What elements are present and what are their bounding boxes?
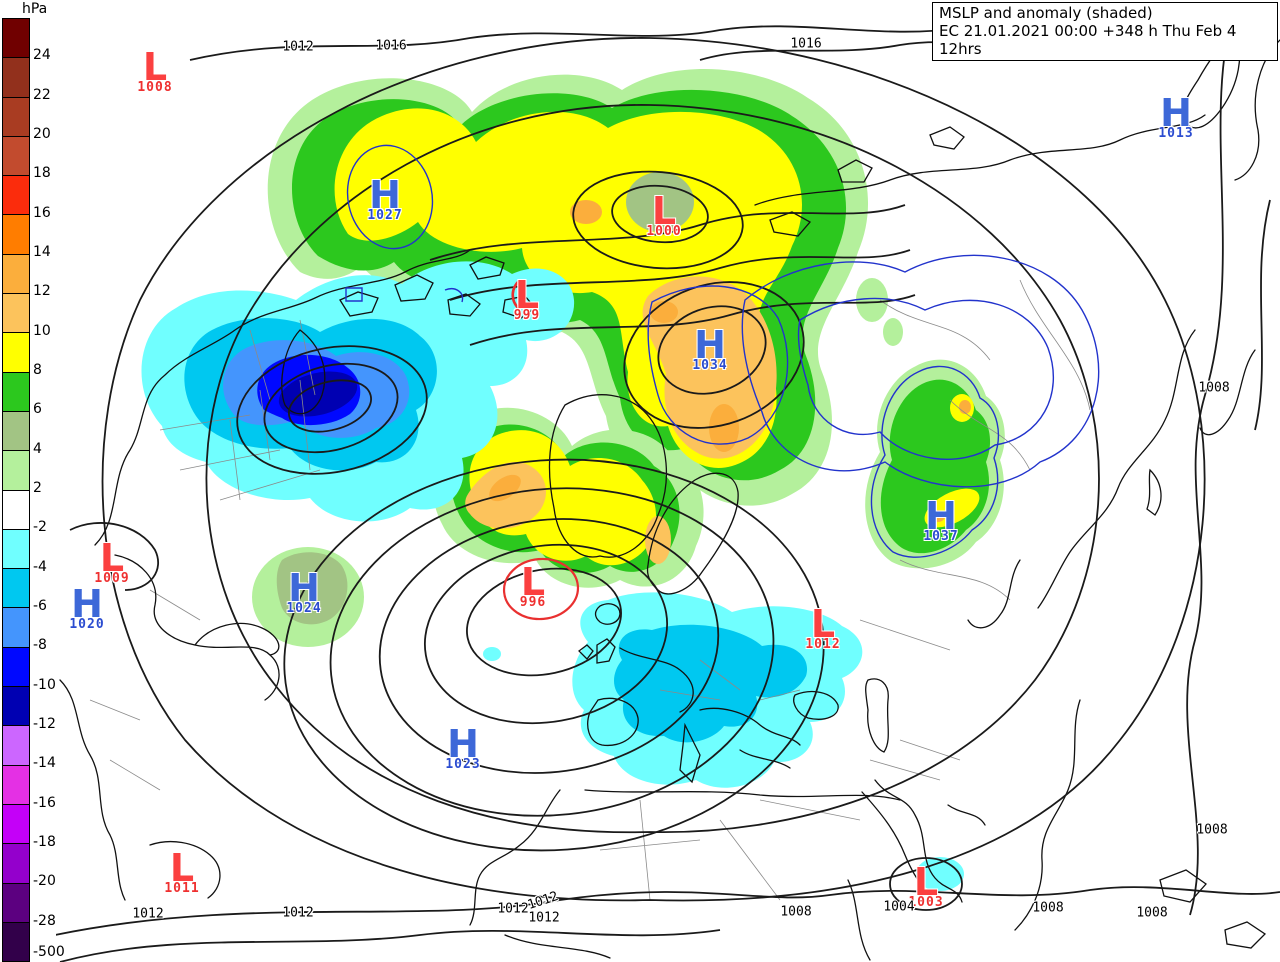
colorbar-tick-label: -20 bbox=[33, 873, 56, 890]
colorbar-tick-label: -6 bbox=[33, 598, 47, 615]
colorbar-tick-label: 14 bbox=[33, 244, 51, 261]
colorbar-swatch bbox=[3, 136, 29, 177]
colorbar-swatch bbox=[3, 647, 29, 688]
colorbar-tick-label: -10 bbox=[33, 676, 56, 693]
colorbar-swatch bbox=[3, 569, 29, 609]
colorbar-tick-label: -500 bbox=[33, 944, 65, 961]
colorbar-swatch bbox=[3, 97, 29, 137]
colorbar-swatch bbox=[3, 333, 29, 373]
colorbar-tick-label: -16 bbox=[33, 794, 56, 811]
colorbar-tick-label: 4 bbox=[33, 440, 42, 457]
colorbar-swatch bbox=[3, 529, 29, 570]
isobar-contours-black bbox=[54, 4, 1280, 962]
colorbar-tick-label: -18 bbox=[33, 834, 56, 851]
isobar-contour-red bbox=[502, 279, 580, 621]
colorbar-swatch bbox=[3, 254, 29, 295]
colorbar-tick-label: 22 bbox=[33, 86, 51, 103]
colorbar-swatch bbox=[3, 215, 29, 255]
colorbar-tick-label: 12 bbox=[33, 283, 51, 300]
colorbar-swatch bbox=[3, 176, 29, 216]
colorbar-swatch bbox=[3, 451, 29, 491]
colorbar-tick-label: 20 bbox=[33, 126, 51, 143]
colorbar-blocks bbox=[2, 18, 30, 962]
colorbar-tick-label: -28 bbox=[33, 912, 56, 929]
colorbar-swatch bbox=[3, 844, 29, 884]
colorbar-swatch bbox=[3, 765, 29, 805]
colorbar-tick-label: 24 bbox=[33, 47, 51, 64]
colorbar-tick-label: 2 bbox=[33, 480, 42, 497]
title-box: MSLP and anomaly (shaded) EC 21.01.2021 … bbox=[932, 2, 1278, 61]
colorbar-swatch bbox=[3, 411, 29, 452]
colorbar-swatch bbox=[3, 294, 29, 334]
country-borders bbox=[89, 279, 1091, 901]
colorbar: hPa 24 22 20 18 16 14 12 10 8 6 4 2 -2 -4 -6 -8 -10 -12 -1… bbox=[2, 0, 65, 962]
colorbar-tick-label: -2 bbox=[33, 519, 47, 536]
colorbar-unit-label: hPa bbox=[22, 1, 48, 17]
colorbar-tick-label: -8 bbox=[33, 637, 47, 654]
colorbar-swatch bbox=[3, 490, 29, 530]
colorbar-tick-label: 8 bbox=[33, 362, 42, 379]
colorbar-tick-label: -14 bbox=[33, 755, 56, 772]
colorbar-swatch bbox=[3, 58, 29, 98]
colorbar-swatch bbox=[3, 687, 29, 727]
shaded-anomaly-regions bbox=[141, 68, 1005, 891]
colorbar-swatch bbox=[3, 922, 29, 962]
map-product-title: MSLP and anomaly (shaded) bbox=[939, 4, 1153, 22]
colorbar-tick-label: 18 bbox=[33, 165, 51, 182]
colorbar-tick-label: 16 bbox=[33, 204, 51, 221]
colorbar-tick-label: -12 bbox=[33, 716, 56, 733]
colorbar-tick-label: 10 bbox=[33, 322, 51, 339]
colorbar-swatch bbox=[3, 804, 29, 845]
colorbar-swatch bbox=[3, 726, 29, 766]
colorbar-swatch bbox=[3, 372, 29, 412]
anomaly-contours-blue bbox=[345, 144, 1100, 558]
colorbar-tick-label: -4 bbox=[33, 558, 47, 575]
colorbar-swatch bbox=[3, 19, 29, 59]
colorbar-tick-label: 6 bbox=[33, 401, 42, 418]
map-run-info: EC 21.01.2021 00:00 +348 h Thu Feb 4 12h… bbox=[939, 22, 1237, 58]
colorbar-swatch bbox=[3, 883, 29, 923]
coastlines bbox=[59, 29, 1280, 961]
colorbar-swatch bbox=[3, 608, 29, 648]
